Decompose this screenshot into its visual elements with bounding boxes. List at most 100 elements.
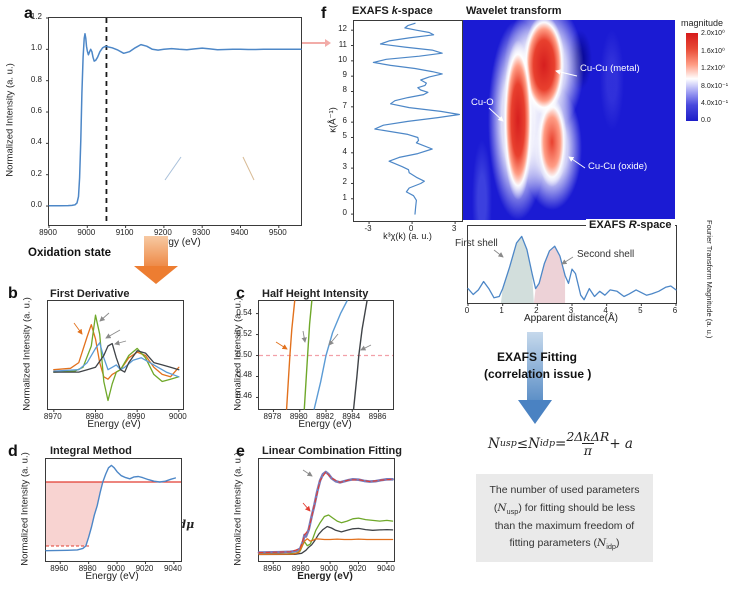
- series-fitting-result: [258, 471, 394, 554]
- cu-o-feature-label: Cu-O: [471, 97, 494, 108]
- connector-arrow-icon: [325, 39, 331, 47]
- x-tick-label: 9400: [230, 228, 249, 237]
- x-tick-label: 0: [408, 224, 414, 233]
- x-tick-label: -3: [364, 224, 372, 233]
- panel-d-xlabel: Energy (eV): [85, 571, 139, 582]
- y-tick-label: 0.50: [236, 349, 252, 359]
- colorbar-tick-0: 2.0x10⁰: [701, 30, 725, 37]
- x-tick-label: 9000: [107, 564, 125, 573]
- panel-d-letter: d: [8, 443, 18, 460]
- x-tick-label: 9300: [192, 228, 211, 237]
- fitting-arrow-head-icon: [518, 400, 552, 424]
- y-tick-label: 10: [338, 54, 347, 64]
- y-tick-label: 0.48: [236, 370, 252, 380]
- y-tick-label: 7: [342, 100, 347, 110]
- nidp-note-box: The number of used parameters (Nusp) for…: [476, 474, 653, 562]
- x-tick-label: 8984: [342, 412, 361, 421]
- wavelet-heatmap: [462, 20, 675, 220]
- cu-cu-metal-feature-label: Cu-Cu (metal): [580, 63, 640, 74]
- colorbar-tick-5: 0.0: [701, 117, 711, 124]
- x-tick-label: 3: [451, 224, 457, 233]
- x-tick-label: 8982: [316, 412, 334, 421]
- rspace-xlabel: Apparent distance(Å): [524, 313, 618, 324]
- x-tick-label: 8980: [289, 412, 308, 421]
- series-ft-magnitude: [467, 235, 677, 301]
- series-cuo: [53, 342, 180, 373]
- fitting-arrow-shaft: [527, 332, 543, 402]
- x-tick-label: 8978: [263, 412, 282, 421]
- panel-e-letter: e: [236, 443, 245, 460]
- panel-e-ylabel: Normalized Intensity (a. u.): [232, 452, 244, 566]
- series-cu-o-45-8-: [258, 514, 394, 555]
- panel-e-plot: [257, 458, 395, 564]
- x-tick-label: 4: [603, 306, 608, 315]
- oxidation-arrow-shaft: [144, 236, 168, 266]
- series-cuo-edge-at-8984-5-ev-: [352, 300, 368, 410]
- x-tick-label: 0: [464, 306, 470, 315]
- series-cu-foil-20-6-: [258, 538, 394, 555]
- series-cu-sample: [257, 470, 394, 554]
- x-tick-label: 6: [672, 306, 678, 315]
- panel-d-plot: [45, 458, 182, 564]
- x-tick-label: 9020: [348, 564, 367, 573]
- y-tick-label: 4: [342, 146, 347, 156]
- y-tick-label: 0.4: [30, 137, 42, 147]
- x-tick-label: 9000: [320, 564, 338, 573]
- x-tick-label: 9040: [376, 564, 395, 573]
- y-tick-label: 0.6: [30, 106, 42, 116]
- panel-a-ylabel: Normalized Intensity (a. u.): [4, 63, 16, 177]
- y-tick-label: 0.2: [30, 168, 42, 178]
- series-cu-sample: [53, 342, 180, 378]
- panel-f-letter: f: [321, 5, 327, 22]
- series-cu-foil: [53, 324, 180, 380]
- x-tick-label: 8970: [43, 412, 62, 421]
- colorbar-tick-4: 4.0x10⁻¹: [701, 100, 729, 107]
- x-tick-label: 8960: [263, 564, 282, 573]
- nidp-note-text: The number of used parameters (Nusp) for…: [489, 484, 640, 552]
- series-cuo-33-6-: [258, 525, 394, 556]
- colorbar-title: magnitude: [681, 18, 724, 28]
- oxidation-arrow-head-icon: [134, 266, 178, 284]
- x-tick-label: 9100: [115, 228, 134, 237]
- panel-b-xlabel: Energy (eV): [87, 419, 141, 430]
- x-tick-label: 9500: [268, 228, 287, 237]
- y-tick-label: 0.8: [30, 74, 42, 84]
- x-tick-label: 9020: [135, 564, 154, 573]
- colorbar-tick-3: 8.0x10⁻¹: [701, 83, 729, 90]
- panel-e-xlabel: Energy (eV): [297, 571, 353, 582]
- y-tick-label: 9: [342, 70, 347, 80]
- connector-line: [299, 42, 325, 44]
- second-shell-label: Second shell: [577, 249, 635, 260]
- exafs-fitting-label: EXAFS Fitting: [497, 350, 577, 364]
- x-tick-label: 8986: [368, 412, 387, 421]
- colorbar: [686, 33, 698, 121]
- panel-r-plot: [467, 225, 677, 306]
- x-tick-label: 8980: [85, 412, 104, 421]
- x-tick-label: 8900: [39, 228, 57, 237]
- panel-c-title: Half Height Intensity: [262, 288, 369, 300]
- first-shell-label: First shell: [455, 238, 498, 249]
- kspace-title: EXAFS k-space: [352, 5, 433, 17]
- panel-b-plot: [47, 300, 184, 412]
- correlation-issue-label: (correlation issue ): [484, 367, 592, 381]
- y-tick-label: 8: [342, 85, 347, 95]
- panel-d-title: Integral Method: [50, 445, 132, 457]
- x-tick-label: 2: [534, 306, 539, 315]
- oxidation-state-label: Oxidation state: [28, 247, 112, 259]
- colorbar-tick-1: 1.6x10⁰: [701, 48, 725, 55]
- x-tick-label: 9200: [153, 228, 172, 237]
- series-cu-foil-edge-at-8979-2-ev-: [285, 300, 296, 410]
- y-tick-label: 5: [342, 131, 347, 141]
- y-tick-label: 1: [342, 192, 347, 202]
- panel-b-ylabel: Normalized Intensity (a. u.): [21, 297, 33, 411]
- panel-c-letter: c: [236, 285, 245, 302]
- series-cu-sample-spectrum: [45, 464, 177, 552]
- x-tick-label: 8960: [50, 564, 69, 573]
- panel-k-plot: [351, 20, 463, 224]
- colorbar-tick-2: 1.2x10⁰: [701, 65, 725, 72]
- panel-a-xlabel: Energy (eV): [147, 237, 201, 248]
- x-tick-label: 1: [499, 306, 504, 315]
- panel-c-plot: [256, 300, 394, 412]
